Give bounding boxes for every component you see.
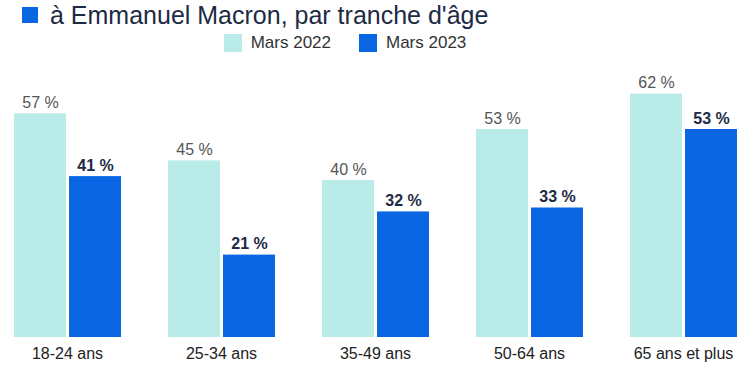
svg-text:57 %: 57 %: [22, 94, 58, 111]
svg-text:45 %: 45 %: [176, 141, 212, 158]
svg-text:33 %: 33 %: [539, 188, 575, 205]
svg-text:21 %: 21 %: [231, 235, 267, 252]
svg-text:32 %: 32 %: [385, 192, 421, 209]
svg-text:41 %: 41 %: [77, 157, 113, 174]
svg-text:40 %: 40 %: [330, 161, 366, 178]
svg-text:50-64 ans: 50-64 ans: [494, 345, 565, 362]
svg-text:65 ans et plus: 65 ans et plus: [634, 345, 734, 362]
html-text:à Emmanuel Macron, par tranche: à Emmanuel Macron, par tranche d'âge: [50, 0, 489, 29]
html-text:Mars 2023: Mars 2023: [386, 33, 467, 52]
svg-text:35-49 ans: 35-49 ans: [340, 345, 411, 362]
html-text:Mars 2022: Mars 2022: [250, 33, 331, 52]
svg-text:62 %: 62 %: [638, 74, 674, 91]
svg-text:25-34 ans: 25-34 ans: [186, 345, 257, 362]
svg-text:18-24 ans: 18-24 ans: [32, 345, 103, 362]
svg-text:53 %: 53 %: [484, 110, 520, 127]
svg-text:53 %: 53 %: [693, 110, 729, 127]
